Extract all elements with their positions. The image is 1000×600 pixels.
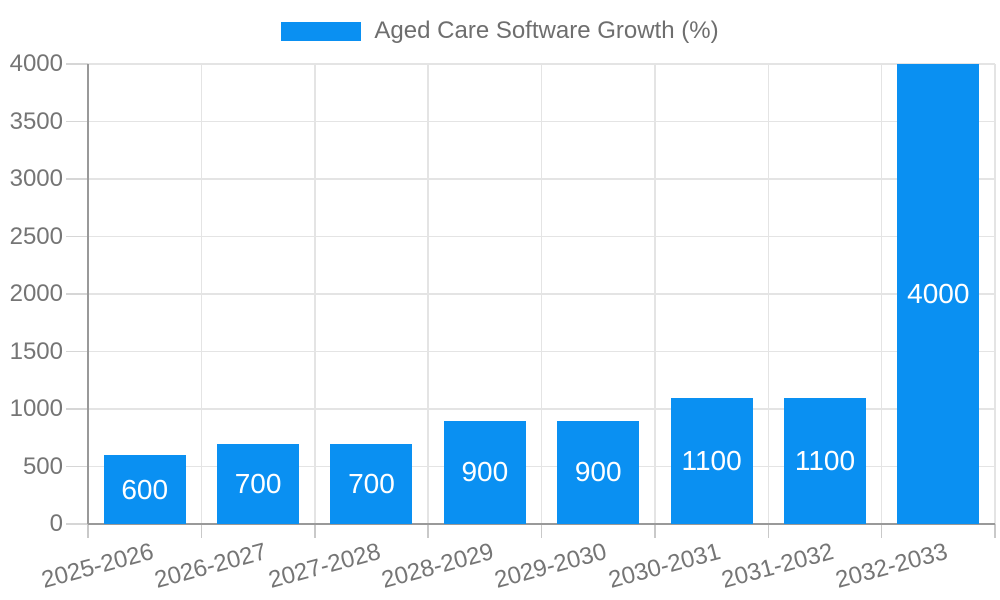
x-gridline <box>200 64 203 524</box>
y-tick-label: 1000 <box>9 395 63 422</box>
x-gridline <box>540 64 543 524</box>
y-axis-tick <box>66 465 88 468</box>
y-axis-tick <box>66 120 88 123</box>
y-tick-label: 1500 <box>9 337 63 365</box>
y-axis-tick <box>66 408 88 410</box>
x-tick-label: 2030-2031 <box>605 538 724 594</box>
bar-value-label: 700 <box>234 467 282 499</box>
y-tick-label: 2000 <box>9 280 63 307</box>
bar[interactable] <box>557 420 640 524</box>
chart-legend[interactable]: Aged Care Software Growth (%) <box>0 18 1000 44</box>
bar-value-label: 900 <box>574 456 622 488</box>
bar-value-label: 4000 <box>907 278 970 309</box>
y-axis-tick <box>66 523 88 525</box>
x-axis-tick <box>654 524 656 538</box>
x-gridline <box>314 64 316 524</box>
y-axis-tick <box>66 235 88 238</box>
x-tick-label: 2026-2027 <box>151 538 270 594</box>
x-gridline <box>654 64 656 524</box>
bar[interactable] <box>103 455 186 524</box>
x-axis-tick <box>767 524 769 538</box>
bar[interactable] <box>330 443 413 524</box>
legend-label: Aged Care Software Growth (%) <box>374 17 719 44</box>
y-tick-label: 2500 <box>9 222 63 250</box>
y-tick-label: 3000 <box>9 165 63 192</box>
x-gridline <box>880 64 883 524</box>
legend-swatch <box>281 21 362 41</box>
x-tick-label: 2028-2029 <box>378 538 497 594</box>
bar[interactable] <box>897 64 980 524</box>
y-axis-line <box>87 64 89 524</box>
bar-value-label: 700 <box>348 467 395 499</box>
x-axis-tick <box>540 524 543 538</box>
x-gridline <box>994 64 996 524</box>
y-tick-label: 3500 <box>9 107 63 135</box>
y-tick-label: 4000 <box>9 50 63 77</box>
bar-value-label: 900 <box>461 456 509 488</box>
bar[interactable] <box>217 443 300 524</box>
x-axis-tick <box>994 524 996 538</box>
x-axis-tick <box>427 524 429 538</box>
y-axis-tick <box>66 350 88 353</box>
y-axis-tick <box>66 63 88 65</box>
x-axis-tick <box>880 524 883 538</box>
y-tick-label: 500 <box>22 452 63 480</box>
bar[interactable] <box>783 397 866 524</box>
x-axis-tick <box>314 524 316 538</box>
x-axis-line <box>88 523 995 525</box>
x-gridline <box>767 64 769 524</box>
x-tick-label: 2031-2032 <box>718 538 837 594</box>
x-tick-label: 2029-2030 <box>492 538 610 594</box>
x-tick-label: 2025-2026 <box>38 538 157 594</box>
y-axis-tick <box>66 293 88 295</box>
bar-value-label: 1100 <box>681 444 742 476</box>
x-axis-tick <box>200 524 203 538</box>
y-tick-label: 0 <box>49 510 63 537</box>
x-tick-label: 2032-2033 <box>832 538 951 594</box>
x-tick-label: 2027-2028 <box>265 538 384 594</box>
bar-value-label: 600 <box>121 473 169 505</box>
y-axis-tick <box>66 178 88 180</box>
x-axis-tick <box>87 524 89 538</box>
bar[interactable] <box>670 397 753 524</box>
bar-value-label: 1100 <box>794 444 856 476</box>
x-gridline <box>427 64 429 524</box>
bar[interactable] <box>443 420 526 524</box>
